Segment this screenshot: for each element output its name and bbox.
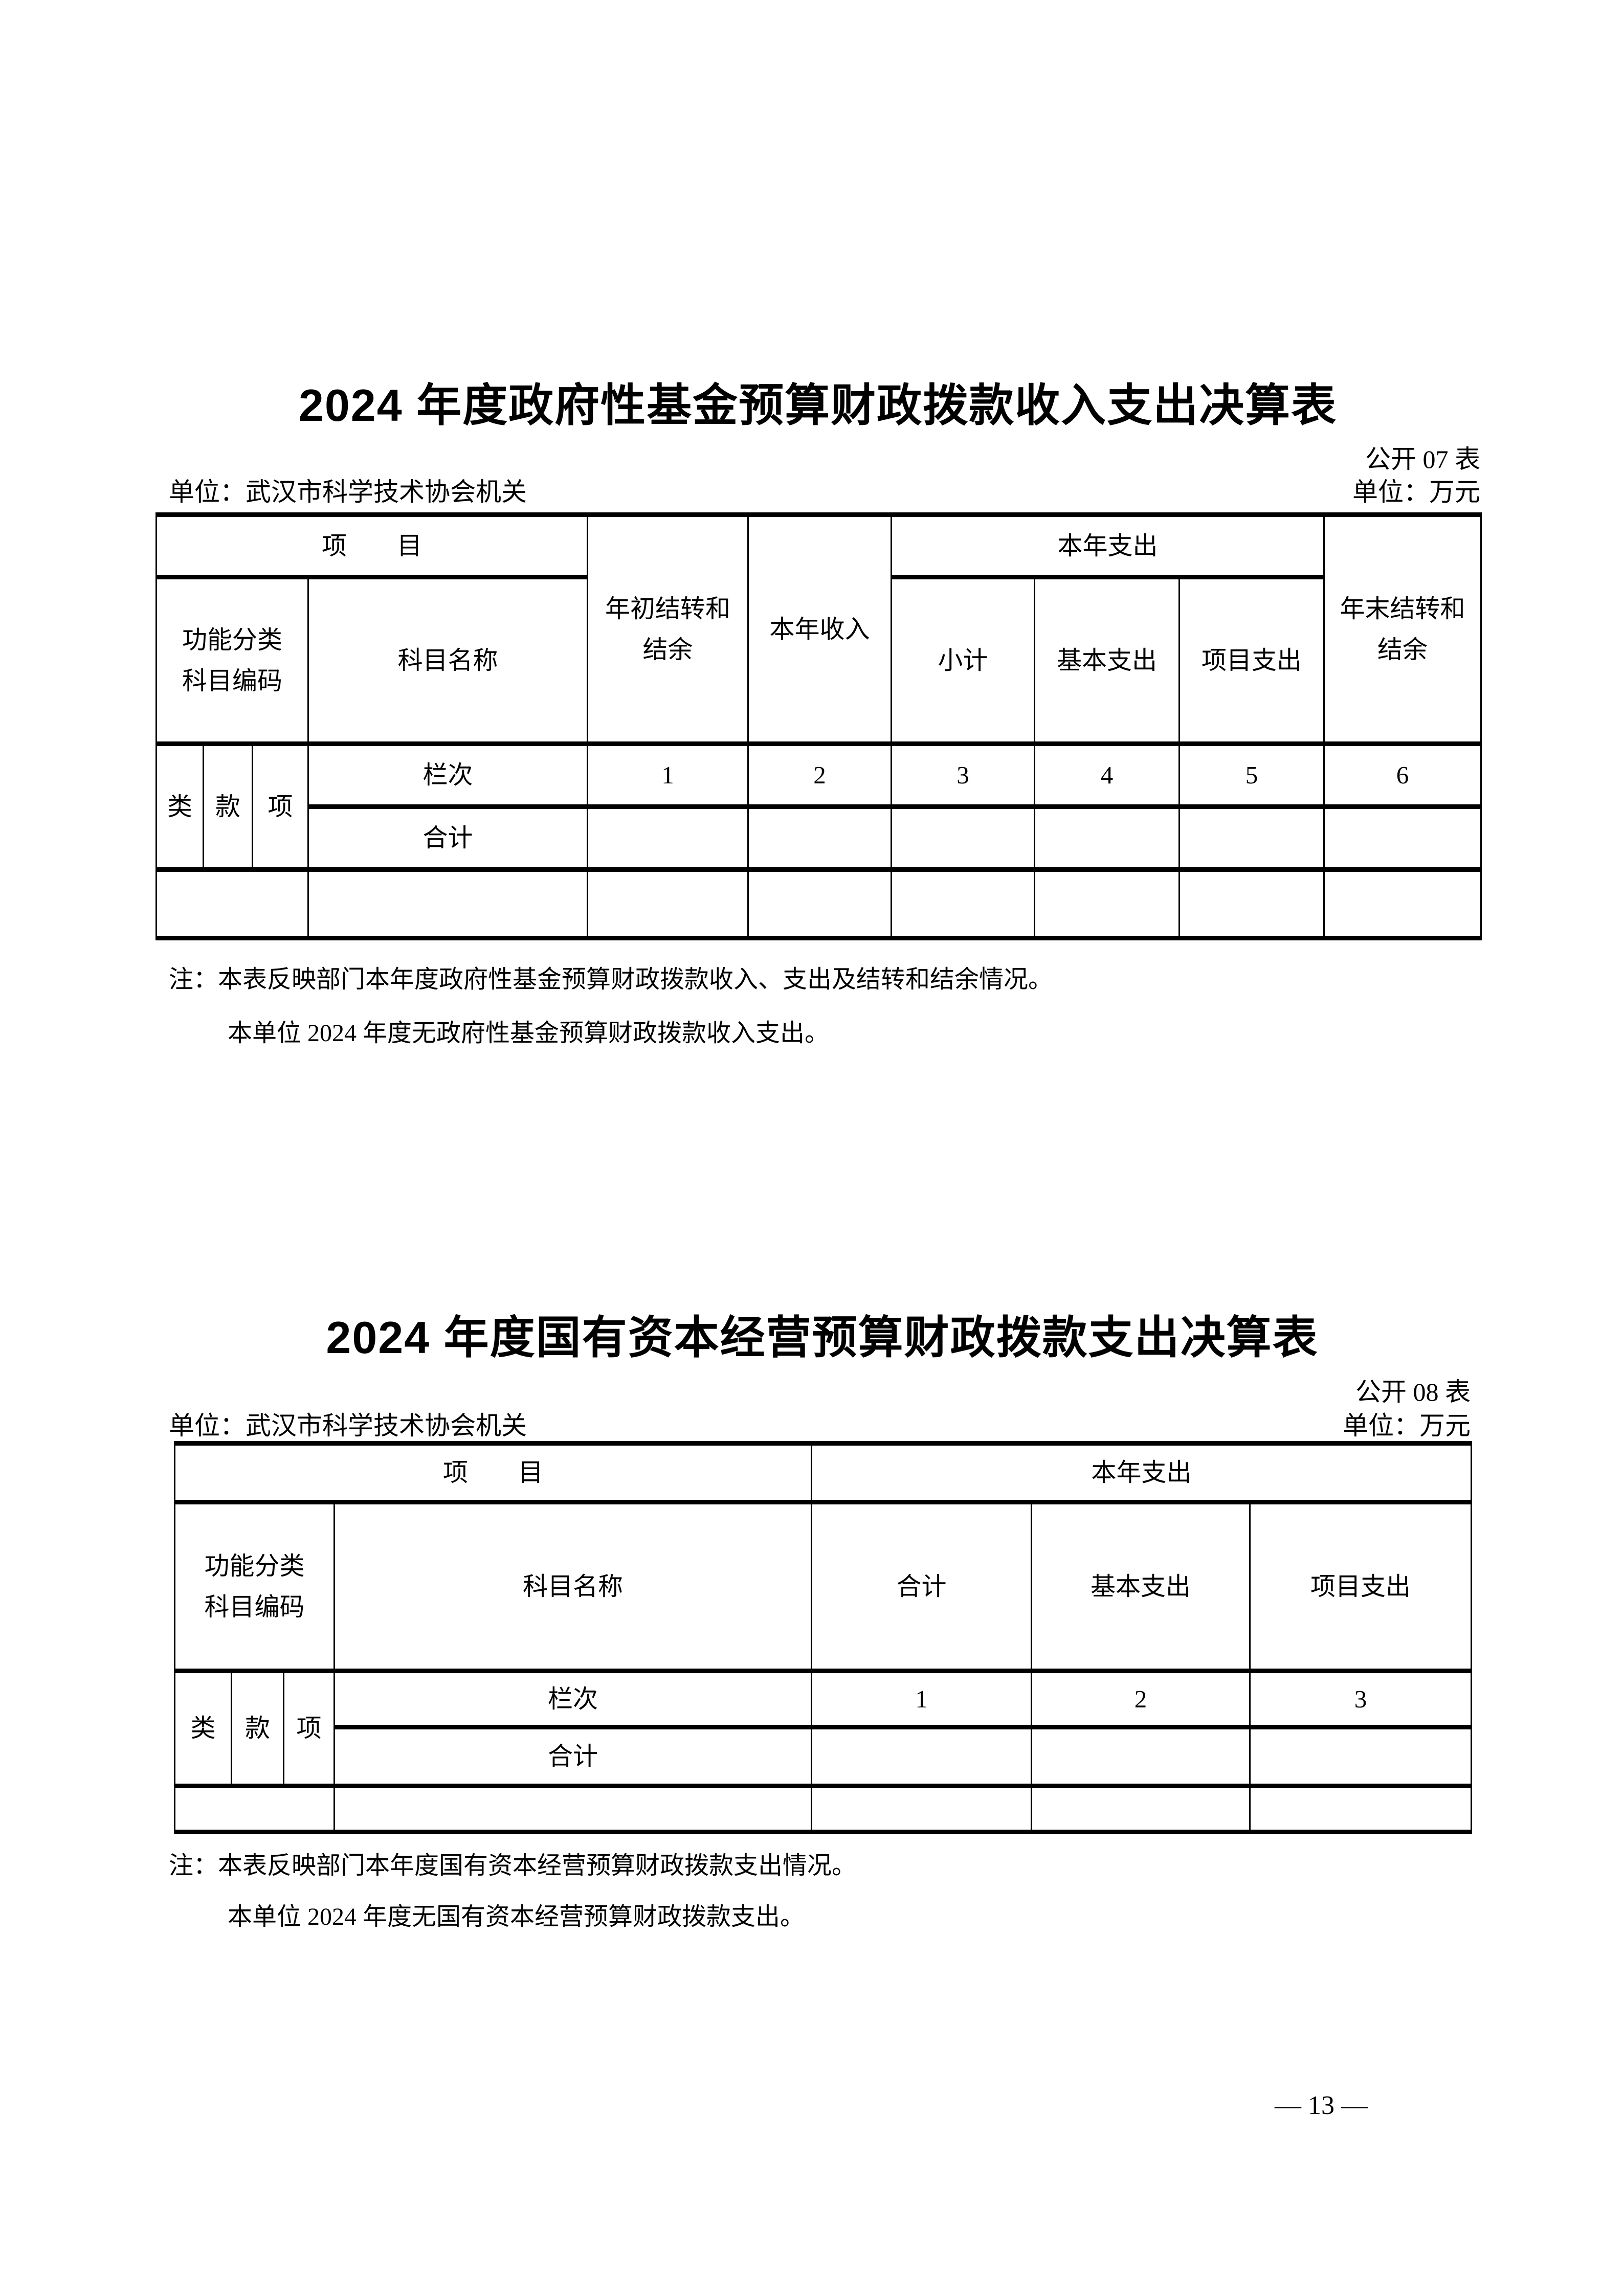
t2-header-basic-expense: 基本支出 bbox=[1031, 1501, 1251, 1673]
t2-heji-value-2 bbox=[1031, 1726, 1251, 1788]
state-capital-budget-table: 项 目 本年支出 功能分类 科目编码 科目名称 合计 基本支出 项目支出 类 款… bbox=[173, 1441, 1473, 1834]
t2-heji-value-1 bbox=[811, 1726, 1033, 1788]
table1-unit-row: 单位：武汉市科学技术协会机关 单位：万元 bbox=[169, 471, 1480, 508]
t1-heji-label: 合计 bbox=[307, 806, 589, 872]
t2-colnum-2: 2 bbox=[1031, 1670, 1251, 1729]
t1-header-func-code: 功能分类 科目编码 bbox=[155, 576, 309, 746]
t1-heji-value-4 bbox=[1034, 806, 1181, 872]
t2-empty-value-1 bbox=[811, 1785, 1033, 1834]
t2-class-cell: 类 bbox=[174, 1670, 232, 1788]
t1-colnum-4: 4 bbox=[1034, 743, 1181, 809]
t1-colnum-5: 5 bbox=[1178, 743, 1325, 809]
table1-note-1: 注：本表反映部门本年度政府性基金预算财政拨款收入、支出及结转和结余情况。 bbox=[169, 966, 1053, 993]
t1-xiang-cell: 项 bbox=[252, 743, 309, 872]
t1-empty-code-cell bbox=[155, 869, 309, 940]
page-number: — 13 — bbox=[1275, 2091, 1368, 2120]
t2-header-year-expense: 本年支出 bbox=[811, 1441, 1473, 1504]
table2-form-code: 公开 08 表 bbox=[1355, 1378, 1471, 1406]
t1-heji-value-2 bbox=[747, 806, 893, 872]
t1-empty-value-4 bbox=[1034, 869, 1181, 940]
table1-unit-name: 单位：武汉市科学技术协会机关 bbox=[169, 478, 527, 506]
t2-empty-value-3 bbox=[1249, 1785, 1473, 1834]
t1-empty-value-5 bbox=[1178, 869, 1325, 940]
t2-xiang-cell: 项 bbox=[283, 1670, 335, 1788]
t2-empty-subject-cell bbox=[333, 1785, 813, 1834]
t1-colnum-3: 3 bbox=[891, 743, 1036, 809]
table1-title: 2024 年度政府性基金预算财政拨款收入支出决算表 bbox=[298, 380, 1338, 431]
t1-heji-value-3 bbox=[891, 806, 1036, 872]
table2-unit-currency: 单位：万元 bbox=[1343, 1411, 1471, 1440]
t1-empty-value-2 bbox=[747, 869, 893, 940]
t1-header-begin-carryover: 年初结转和 结余 bbox=[587, 512, 749, 746]
t1-header-basic-expense: 基本支出 bbox=[1034, 576, 1181, 746]
t1-empty-value-6 bbox=[1323, 869, 1482, 940]
table2-unit-row: 单位：武汉市科学技术协会机关 单位：万元 bbox=[169, 1405, 1471, 1442]
table2-title: 2024 年度国有资本经营预算财政拨款支出决算表 bbox=[326, 1312, 1319, 1363]
t1-header-current-income: 本年收入 bbox=[747, 512, 893, 746]
table2-unit-name: 单位：武汉市科学技术协会机关 bbox=[169, 1411, 527, 1440]
t2-heji-label: 合计 bbox=[333, 1726, 813, 1788]
t2-lanci-label: 栏次 bbox=[333, 1670, 813, 1729]
t1-colnum-6: 6 bbox=[1323, 743, 1482, 809]
t1-class-cell: 类 bbox=[155, 743, 204, 872]
t1-header-project-expense: 项目支出 bbox=[1178, 576, 1325, 746]
t1-colnum-2: 2 bbox=[747, 743, 893, 809]
t1-lanci-label: 栏次 bbox=[307, 743, 589, 809]
gov-fund-budget-table: 项 目 年初结转和 结余 本年收入 本年支出 年末结转和 结余 功能分类 科目编… bbox=[155, 512, 1482, 940]
table1-unit-currency: 单位：万元 bbox=[1352, 478, 1480, 506]
t1-header-end-carryover: 年末结转和 结余 bbox=[1323, 512, 1482, 746]
t2-empty-code-cell bbox=[174, 1785, 335, 1834]
t2-empty-value-2 bbox=[1031, 1785, 1251, 1834]
t1-empty-value-1 bbox=[587, 869, 749, 940]
t1-header-project: 项 目 bbox=[155, 512, 589, 579]
t2-header-func-code: 功能分类 科目编码 bbox=[174, 1501, 335, 1673]
t1-empty-subject-cell bbox=[307, 869, 589, 940]
t1-heji-value-6 bbox=[1323, 806, 1482, 872]
t1-empty-value-3 bbox=[891, 869, 1036, 940]
t2-colnum-1: 1 bbox=[811, 1670, 1033, 1729]
table1-note-2: 本单位 2024 年度无政府性基金预算财政拨款收入支出。 bbox=[228, 1020, 830, 1047]
table1-form-code: 公开 07 表 bbox=[1365, 445, 1480, 474]
t2-header-subject-name: 科目名称 bbox=[333, 1501, 813, 1673]
t2-header-project-expense: 项目支出 bbox=[1249, 1501, 1473, 1673]
t1-colnum-1: 1 bbox=[587, 743, 749, 809]
t2-colnum-3: 3 bbox=[1249, 1670, 1473, 1729]
t1-header-year-expense: 本年支出 bbox=[891, 512, 1325, 579]
table2-note-2: 本单位 2024 年度无国有资本经营预算财政拨款支出。 bbox=[228, 1903, 805, 1930]
t1-header-subtotal: 小计 bbox=[891, 576, 1036, 746]
t1-heji-value-1 bbox=[587, 806, 749, 872]
t1-header-subject-name: 科目名称 bbox=[307, 576, 589, 746]
t1-kuan-cell: 款 bbox=[203, 743, 253, 872]
table2-note-1: 注：本表反映部门本年度国有资本经营预算财政拨款支出情况。 bbox=[169, 1852, 857, 1879]
t1-heji-value-5 bbox=[1178, 806, 1325, 872]
t2-header-project: 项 目 bbox=[173, 1441, 813, 1504]
t2-header-total: 合计 bbox=[811, 1501, 1033, 1673]
t2-kuan-cell: 款 bbox=[231, 1670, 284, 1788]
t2-heji-value-3 bbox=[1249, 1726, 1473, 1788]
